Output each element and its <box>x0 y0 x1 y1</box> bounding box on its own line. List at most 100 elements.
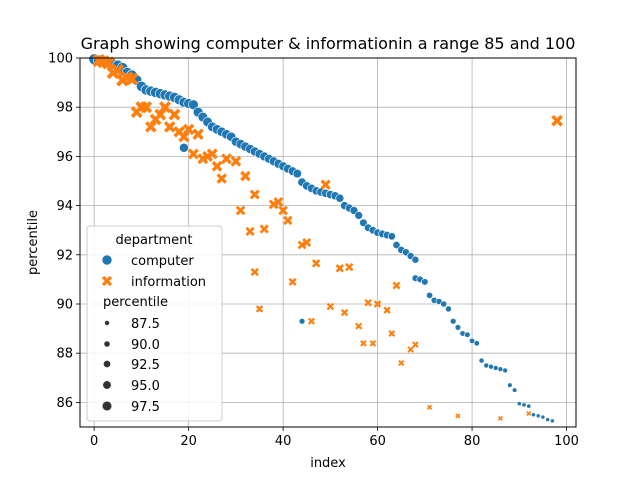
x-marker-stroke <box>159 101 172 114</box>
y-axis-label: percentile <box>26 210 41 275</box>
x-marker-stroke <box>526 410 532 417</box>
x-tick-label: 100 <box>554 434 579 449</box>
computer-point <box>483 362 490 369</box>
computer-point <box>478 357 485 364</box>
legend-marker-information <box>101 275 113 287</box>
computer-point <box>440 300 448 308</box>
legend-size-marker <box>103 340 111 348</box>
x-marker-stroke <box>364 298 372 307</box>
x-tick-label: 40 <box>275 434 292 449</box>
x-marker-stroke <box>92 53 106 68</box>
legend-size-marker <box>101 400 113 412</box>
information-point <box>178 131 190 143</box>
information-point <box>297 240 307 250</box>
information-point <box>412 341 419 348</box>
y-tick-label: 96 <box>56 150 73 165</box>
computer-point <box>354 211 363 220</box>
information-point <box>388 330 396 337</box>
information-point <box>335 264 344 273</box>
y-tick-label: 92 <box>56 248 73 263</box>
x-marker-stroke <box>101 275 113 287</box>
x-marker-stroke <box>407 346 414 353</box>
information-point <box>259 224 269 234</box>
computer-point <box>445 305 452 313</box>
information-point <box>364 298 372 307</box>
computer-point <box>298 317 306 325</box>
ticks: 0 20 40 60 80 100 86 88 90 92 94 96 98 100 <box>48 52 579 450</box>
computer-point <box>179 142 189 153</box>
computer-point <box>449 317 457 325</box>
information-point <box>278 205 288 216</box>
information-point <box>125 72 139 86</box>
information-point <box>154 108 167 121</box>
information-point <box>240 170 251 182</box>
information-point <box>288 277 297 286</box>
information-point <box>360 340 367 347</box>
computer-point <box>550 418 555 424</box>
information-point <box>249 189 260 200</box>
information-point <box>407 346 414 353</box>
computer-point <box>473 340 480 347</box>
information-point <box>163 121 176 133</box>
information-point <box>187 148 199 160</box>
x-tick-label: 80 <box>464 434 481 449</box>
x-marker-stroke <box>369 340 377 347</box>
x-marker-stroke <box>249 189 260 200</box>
y-tick-label: 90 <box>56 298 73 313</box>
x-marker-stroke <box>235 205 246 216</box>
information-point <box>255 305 264 313</box>
x-marker-stroke <box>373 300 382 308</box>
legend-size-title: percentile <box>103 295 168 310</box>
information-point <box>398 359 405 367</box>
x-marker-stroke <box>497 415 503 421</box>
legend-hue-title: department <box>116 233 193 248</box>
information-point <box>168 108 181 121</box>
information-point <box>345 262 354 272</box>
information-point <box>311 259 321 268</box>
information-point <box>206 148 218 160</box>
x-marker-stroke <box>259 224 269 234</box>
computer-point <box>502 367 508 374</box>
x-marker-stroke <box>168 108 181 121</box>
information-point <box>182 123 195 136</box>
information-point <box>392 281 401 290</box>
x-marker-stroke <box>320 179 331 190</box>
x-marker-stroke <box>335 264 344 273</box>
x-marker-stroke <box>250 267 259 277</box>
computer-point <box>454 324 462 331</box>
x-marker-stroke <box>206 148 218 160</box>
x-marker-stroke <box>340 308 349 317</box>
computer-point <box>421 278 429 286</box>
information-point <box>192 128 204 140</box>
x-marker-stroke <box>216 173 227 184</box>
information-point <box>159 101 172 114</box>
information-point <box>373 300 382 308</box>
x-marker-stroke <box>101 56 115 70</box>
x-tick-label: 0 <box>90 434 98 449</box>
x-marker-stroke <box>278 205 288 216</box>
computer-point <box>411 255 420 264</box>
y-tick-label: 94 <box>56 199 73 214</box>
legend-entry-information: information <box>131 275 206 290</box>
x-marker-stroke <box>192 128 204 140</box>
computer-point <box>492 365 499 371</box>
information-point <box>320 179 331 190</box>
information-point <box>340 308 349 317</box>
computer-point <box>488 363 494 370</box>
x-marker-stroke <box>388 330 396 337</box>
x-marker-stroke <box>360 340 367 347</box>
x-marker-stroke <box>345 262 354 272</box>
information-point <box>497 415 503 421</box>
legend-size-entry: 90.0 <box>131 338 160 353</box>
x-marker-stroke <box>125 72 139 86</box>
y-tick-label: 100 <box>48 52 73 67</box>
computer-point <box>464 331 471 338</box>
x-marker-stroke <box>178 131 190 143</box>
x-axis-label: index <box>310 456 346 471</box>
information-point <box>551 114 563 127</box>
x-marker-stroke <box>551 114 563 127</box>
x-marker-stroke <box>426 404 433 410</box>
information-point <box>273 196 284 207</box>
